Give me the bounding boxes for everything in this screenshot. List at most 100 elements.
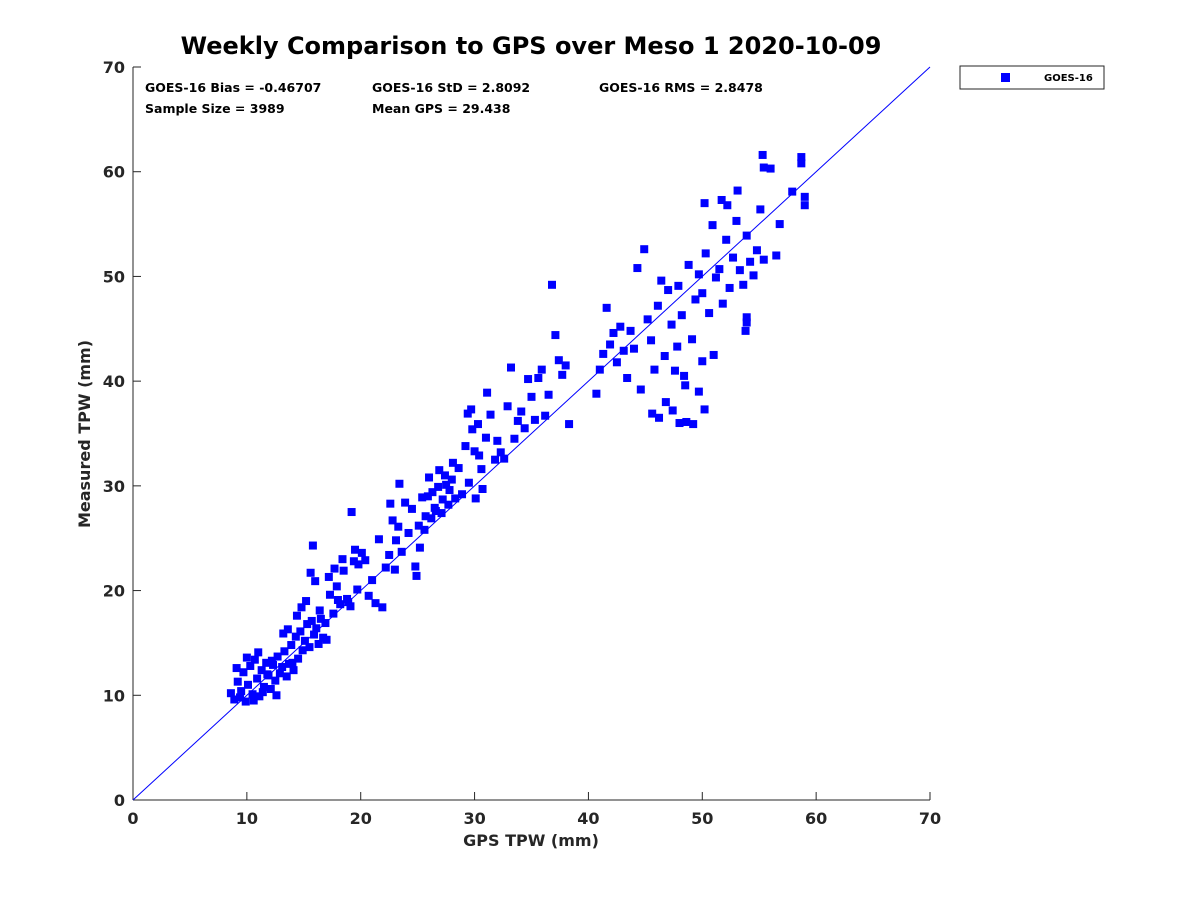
data-point: [741, 326, 750, 335]
data-point: [759, 163, 768, 172]
x-tick-label: 60: [805, 809, 827, 828]
data-point: [700, 405, 709, 414]
data-point: [729, 253, 738, 262]
data-point: [275, 669, 284, 678]
data-point: [722, 235, 731, 244]
data-point: [287, 641, 296, 650]
data-point: [602, 303, 611, 312]
data-point: [653, 301, 662, 310]
data-point: [633, 264, 642, 273]
data-point: [250, 655, 259, 664]
data-point: [447, 475, 456, 484]
data-point: [333, 595, 342, 604]
data-point: [418, 493, 427, 502]
data-point: [349, 557, 358, 566]
data-point: [332, 582, 341, 591]
data-point: [670, 366, 679, 375]
stats-annotations: GOES-16 Bias = -0.46707 GOES-16 StD = 2.…: [145, 80, 763, 116]
data-point: [282, 672, 291, 681]
data-point: [401, 498, 410, 507]
data-point: [723, 201, 732, 210]
data-point: [470, 447, 479, 456]
x-axis-label: GPS TPW (mm): [463, 831, 599, 850]
data-point: [254, 648, 263, 657]
data-point: [612, 358, 621, 367]
data-point: [347, 508, 356, 517]
reference-line: [132, 66, 931, 801]
data-point: [759, 255, 768, 264]
data-point: [322, 635, 331, 644]
data-point: [381, 563, 390, 572]
data-point: [395, 479, 404, 488]
y-tick-label: 60: [103, 163, 125, 182]
data-point: [616, 322, 625, 331]
data-point: [797, 153, 806, 162]
data-point: [351, 545, 360, 554]
data-point: [715, 265, 724, 274]
data-point: [680, 371, 689, 380]
data-point: [694, 270, 703, 279]
data-point: [524, 375, 533, 384]
data-point: [458, 490, 467, 499]
data-point: [766, 164, 775, 173]
data-point: [239, 668, 248, 677]
data-point: [435, 466, 444, 475]
data-point: [271, 676, 280, 685]
data-point: [236, 693, 245, 702]
y-tick-label: 0: [114, 791, 125, 810]
data-point: [486, 410, 495, 419]
data-point: [425, 473, 434, 482]
data-point: [374, 535, 383, 544]
data-point: [388, 516, 397, 525]
data-point: [421, 512, 430, 521]
data-point: [283, 625, 292, 634]
data-point: [430, 503, 439, 512]
data-point: [756, 205, 765, 214]
stat-std: GOES-16 StD = 2.8092: [372, 80, 530, 95]
x-tick-label: 20: [350, 809, 372, 828]
data-point: [305, 643, 314, 652]
legend-marker-goes16: [1001, 73, 1010, 82]
data-point: [758, 150, 767, 159]
data-point: [733, 186, 742, 195]
data-point: [267, 656, 276, 665]
data-point: [681, 381, 690, 390]
data-point: [483, 388, 492, 397]
data-point: [461, 442, 470, 451]
data-point: [609, 328, 618, 337]
data-point: [241, 697, 250, 706]
data-point: [561, 361, 570, 370]
legend-label-goes16: GOES-16: [1044, 73, 1093, 84]
data-point: [423, 492, 432, 501]
data-point: [655, 413, 664, 422]
data-point: [643, 315, 652, 324]
data-point: [682, 417, 691, 426]
data-point: [253, 674, 262, 683]
x-tick-label: 30: [463, 809, 485, 828]
data-point: [354, 560, 363, 569]
data-point: [237, 687, 246, 696]
data-point: [243, 680, 252, 689]
data-point: [636, 385, 645, 394]
data-point: [437, 509, 446, 518]
data-point: [353, 585, 362, 594]
data-point: [675, 419, 684, 428]
data-point: [698, 289, 707, 298]
data-point: [551, 331, 560, 340]
data-point: [698, 357, 707, 366]
y-axis-ticks: 0 10 20 30 40 50 60 70: [103, 58, 141, 810]
data-point: [440, 471, 449, 480]
data-point: [385, 550, 394, 559]
data-point: [626, 326, 635, 335]
data-point: [623, 374, 632, 383]
data-point: [467, 405, 476, 414]
data-point: [530, 415, 539, 424]
data-point: [371, 599, 380, 608]
data-point: [255, 692, 264, 701]
data-point: [415, 543, 424, 552]
y-tick-label: 20: [103, 582, 125, 601]
data-point: [797, 159, 806, 168]
data-point: [233, 677, 242, 686]
data-point: [412, 571, 421, 580]
data-point: [606, 340, 615, 349]
